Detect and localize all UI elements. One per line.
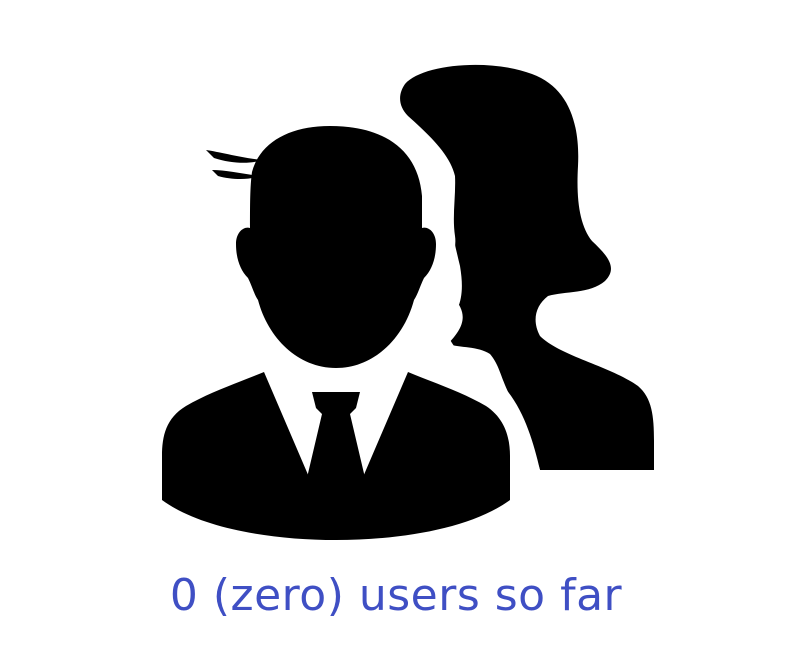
- woman-silhouette-icon: [400, 64, 654, 470]
- empty-users-message: 0 (zero) users so far: [169, 570, 623, 621]
- users-group-icon: [160, 56, 660, 556]
- man-silhouette-icon: [162, 126, 510, 540]
